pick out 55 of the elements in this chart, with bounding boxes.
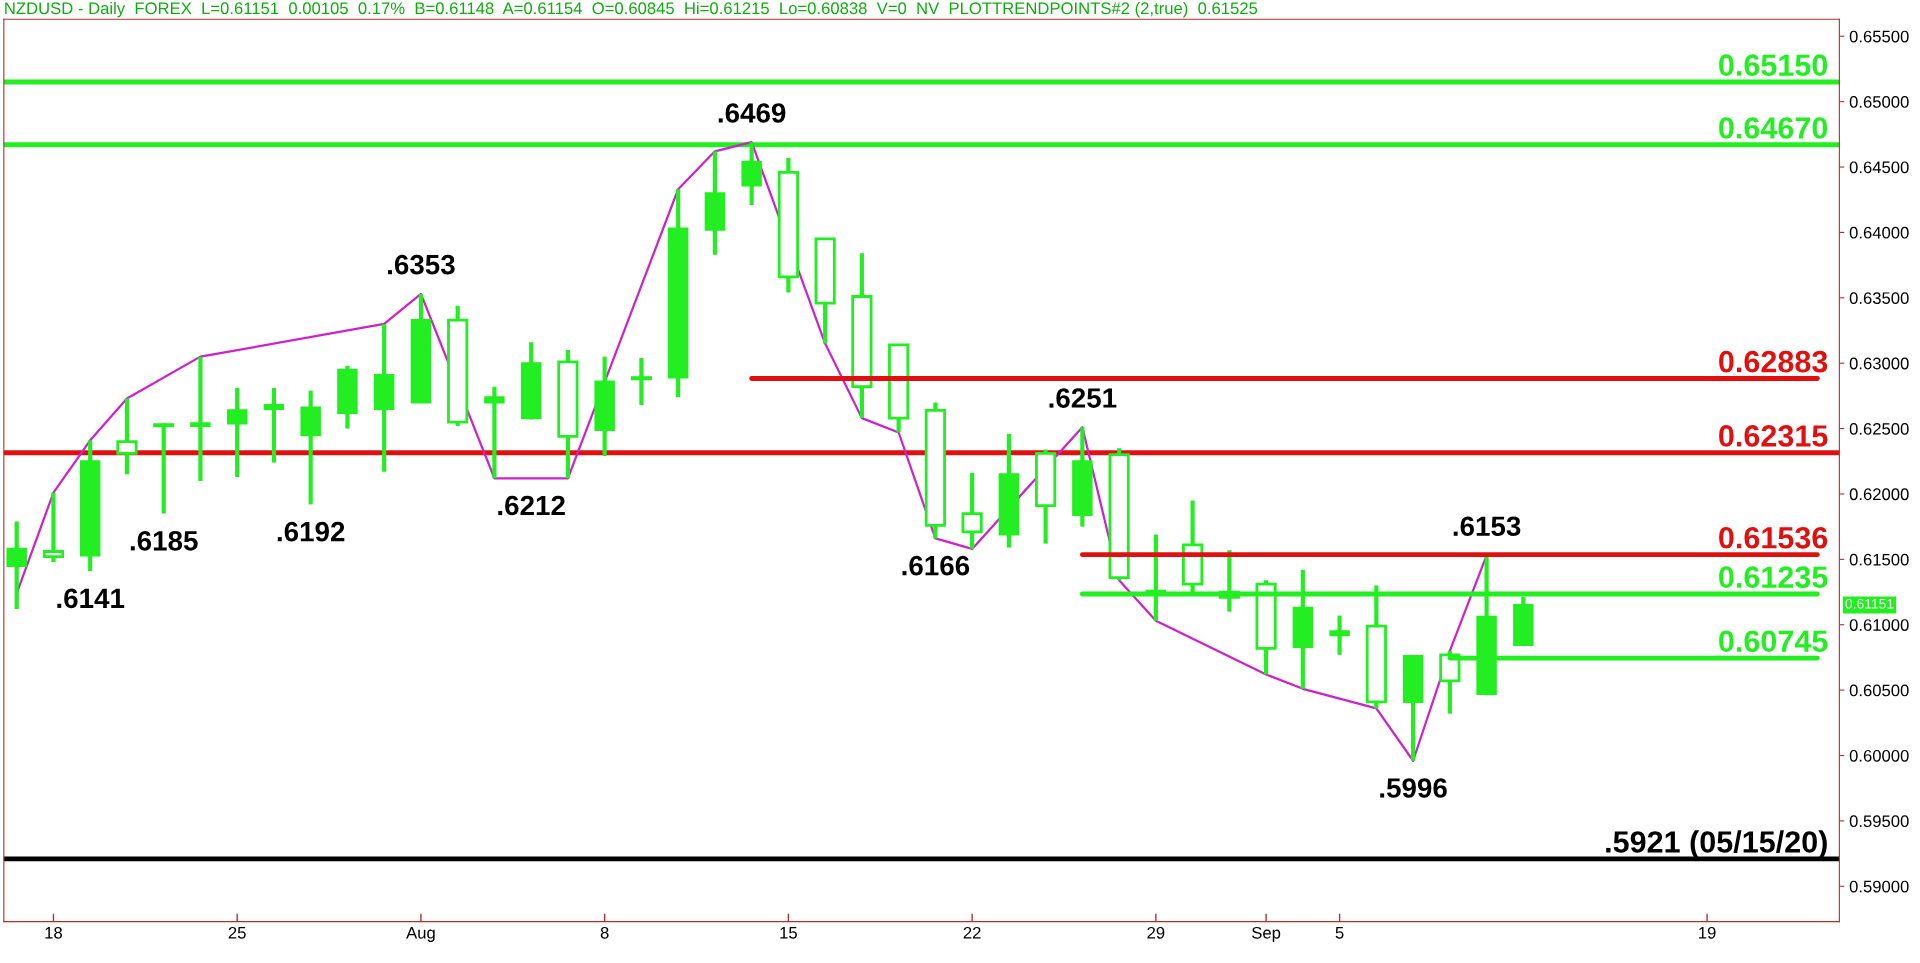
y-tick-label: 0.64000 (1849, 226, 1909, 239)
candlestick (116, 398, 138, 475)
x-tick-label: 29 (1147, 926, 1165, 939)
series-label: 0.61235 (1719, 566, 1828, 589)
annotation: .6166 (902, 555, 970, 576)
ref-line-label: .5921 (05/15/20) (1606, 830, 1827, 859)
x-tick-label: 25 (228, 926, 246, 939)
annotation: .6251 (1049, 388, 1117, 408)
annotation: .6153 (1453, 516, 1521, 537)
annotation: .5996 (1380, 778, 1447, 798)
x-tick-label: 22 (963, 926, 981, 939)
x-tick-label: 8 (600, 926, 609, 939)
y-tick-label: 0.62500 (1849, 422, 1909, 435)
series-label: 0.61536 (1719, 526, 1828, 549)
y-tick-label: 0.62000 (1849, 488, 1909, 501)
series-label: 0.60745 (1719, 630, 1828, 653)
y-tick-label: 0.64500 (1849, 161, 1909, 174)
text: 0.61151 (1845, 598, 1894, 609)
candlestick (153, 423, 175, 514)
x-tick-label: 15 (780, 927, 797, 939)
y-tick-label: 0.65500 (1849, 30, 1909, 43)
y-tick-label: 0.63000 (1849, 357, 1909, 370)
candlestick (226, 388, 248, 477)
y-tick-label: 0.60500 (1849, 684, 1909, 697)
x-tick-label: 19 (1699, 926, 1716, 939)
chart-title: NZDUSD - Daily FOREX L=0.61151 0.00105 0.17% B=0.61148 A=0.61154 O=0.60845 Hi=0.61215 Lo=0.60838 V=0 NV PLOTTRENDPOINTS#2 (2,true) 0.61525 (5, 1, 1258, 18)
y-tick-label: 0.63500 (1849, 292, 1909, 305)
y-tick-label: 0.61500 (1849, 553, 1909, 566)
x-tick-label: Sep (1252, 926, 1281, 942)
annotation: .6469 (718, 103, 786, 123)
y-tick-label: 0.60000 (1849, 749, 1909, 762)
y-tick-label: 0.59500 (1849, 815, 1909, 828)
candlestick (190, 356, 211, 481)
candlestick (263, 388, 285, 463)
annotation: .6141 (57, 588, 125, 609)
candlestick (961, 473, 983, 549)
ref-line-label: 0.65150 (1719, 54, 1828, 76)
y-tick-label: 0.59000 (1849, 880, 1909, 893)
y-tick-label: 0.61000 (1849, 619, 1909, 631)
ref-line-label: 0.62315 (1719, 425, 1828, 447)
x-tick-label: Aug (406, 927, 435, 942)
x-tick-label: 18 (45, 926, 62, 939)
annotation: .6353 (388, 254, 455, 275)
series-label: 0.62883 (1719, 350, 1828, 373)
annotation: .6185 (130, 530, 198, 551)
candlestick (1329, 615, 1350, 655)
candlestick (6, 521, 27, 610)
x-tick-label: 5 (1335, 927, 1344, 939)
annotation: .6192 (277, 521, 345, 542)
candlestick (42, 492, 65, 562)
candlestick (484, 386, 505, 479)
y-tick-label: 0.65000 (1849, 96, 1909, 108)
ref-line-label: 0.64670 (1719, 117, 1828, 139)
candlestick (630, 357, 652, 406)
annotation: .6212 (498, 495, 565, 516)
